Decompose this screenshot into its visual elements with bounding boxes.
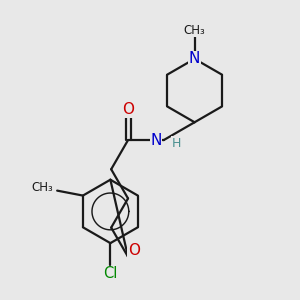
- Text: N: N: [150, 133, 162, 148]
- Text: CH₃: CH₃: [184, 24, 206, 37]
- Text: Cl: Cl: [103, 266, 118, 281]
- Text: O: O: [122, 102, 134, 117]
- Text: CH₃: CH₃: [32, 181, 53, 194]
- Text: N: N: [189, 51, 200, 66]
- Text: O: O: [128, 243, 140, 258]
- Text: H: H: [172, 136, 181, 150]
